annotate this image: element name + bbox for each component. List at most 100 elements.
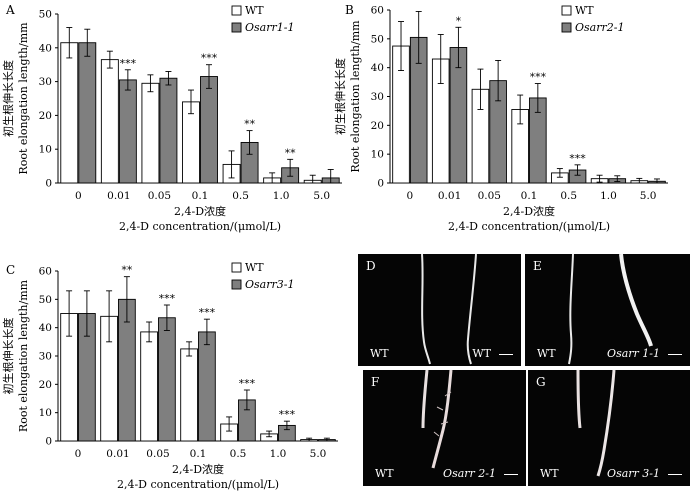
- y-axis-label-en: Root elongation length/mm: [349, 20, 362, 173]
- photo-panel-F: F WT Osarr 2-1: [363, 370, 526, 486]
- bar: [140, 331, 158, 442]
- photo-left-label: WT: [540, 467, 559, 480]
- chart-panel-A: A 0 10 20 30 40 50 0 *** 0.01 0.05 *** 0.1 ** 0.5 ** 1.0…: [1, 3, 342, 233]
- y-tick-label: 0: [377, 178, 384, 190]
- significance-mark: ***: [159, 292, 176, 305]
- root-strand: [421, 370, 429, 429]
- root-strand: [568, 254, 574, 365]
- significance-mark: **: [285, 146, 297, 159]
- significance-mark: ***: [530, 71, 547, 84]
- significance-mark: ***: [279, 408, 296, 421]
- legend-swatch: [561, 5, 572, 16]
- photo-label: D: [366, 259, 376, 273]
- y-tick-label: 30: [371, 91, 384, 103]
- significance-mark: **: [121, 264, 133, 277]
- photo-left-label: WT: [375, 467, 394, 480]
- significance-mark: *: [456, 14, 462, 27]
- bar: [158, 317, 176, 442]
- y-tick-label: 20: [39, 110, 52, 122]
- y-tick-label: 20: [39, 379, 52, 391]
- y-tick-label: 50: [371, 33, 384, 45]
- x-tick-label: 0.05: [146, 448, 169, 460]
- significance-mark: ***: [120, 57, 137, 70]
- scale-bar: [668, 354, 682, 355]
- y-axis-label-zh: 初生根伸长长度: [1, 60, 15, 137]
- bar: [118, 79, 137, 184]
- y-tick-label: 0: [45, 178, 52, 190]
- x-tick-label: 1.0: [273, 190, 290, 202]
- x-tick-label: 0.05: [478, 190, 501, 202]
- x-axis-label-en: 2,4-D concentration/(μmol/L): [117, 478, 279, 491]
- x-axis-label-en: 2,4-D concentration/(μmol/L): [119, 220, 281, 233]
- photo-label: F: [371, 375, 380, 389]
- legend-label: WT: [245, 4, 264, 17]
- panel-label: A: [5, 3, 15, 17]
- x-tick-label: 0.5: [230, 448, 247, 460]
- bar: [200, 76, 218, 184]
- legend-label: WT: [575, 4, 594, 17]
- x-axis-label-zh: 2,4-D浓度: [174, 204, 226, 218]
- root-strand: [421, 254, 431, 365]
- y-tick-label: 50: [39, 9, 52, 21]
- x-axis-label-zh: 2,4-D浓度: [503, 204, 555, 218]
- y-tick-label: 40: [39, 322, 52, 334]
- photo-panel-E: E WT Osarr 1-1: [525, 254, 690, 366]
- legend-swatch: [231, 279, 242, 290]
- photo-right-label: Osarr 2-1: [443, 467, 496, 480]
- x-tick-label: 5.0: [310, 448, 327, 460]
- significance-mark: **: [244, 118, 256, 131]
- x-tick-label: 5.0: [313, 190, 330, 202]
- x-tick-label: 0.1: [192, 190, 209, 202]
- y-tick-label: 30: [39, 76, 52, 88]
- x-tick-label: 0.01: [107, 190, 130, 202]
- x-tick-label: 1.0: [600, 190, 617, 202]
- significance-mark: ***: [239, 377, 256, 390]
- x-tick-label: 5.0: [640, 190, 657, 202]
- y-axis-label-en: Root elongation length/mm: [17, 279, 30, 432]
- y-tick-label: 10: [371, 149, 384, 161]
- root-strand: [431, 370, 453, 469]
- x-tick-label: 0.01: [106, 448, 129, 460]
- photo-panel-D: D WT WT: [358, 254, 521, 366]
- legend-swatch: [231, 262, 242, 273]
- y-tick-label: 60: [39, 266, 52, 278]
- bar: [100, 59, 119, 184]
- bar: [180, 348, 198, 442]
- x-tick-label: 0.5: [560, 190, 577, 202]
- chart-panel-B: B 0 10 20 30 40 50 60 0 * 0.01 0.05 *** 0.1 *** 0.5 1.0 5…: [333, 3, 668, 233]
- y-tick-label: 60: [371, 5, 384, 17]
- scale-bar: [668, 474, 682, 475]
- y-tick-label: 10: [39, 144, 52, 156]
- root-strand: [596, 370, 616, 477]
- y-axis-label-zh: 初生根伸长长度: [333, 58, 347, 135]
- root-drawing-F: [421, 370, 453, 469]
- root-drawing-D: [421, 254, 477, 365]
- x-tick-label: 0.5: [232, 190, 249, 202]
- y-tick-label: 50: [39, 294, 52, 306]
- legend-label: Osarr3-1: [245, 278, 294, 291]
- x-tick-label: 0: [407, 190, 414, 202]
- significance-mark: ***: [201, 52, 218, 65]
- root-drawing-G: [576, 370, 616, 477]
- significance-mark: ***: [569, 152, 586, 165]
- root-strand: [619, 254, 653, 347]
- legend-swatch: [231, 5, 242, 16]
- y-tick-label: 20: [371, 120, 384, 132]
- photo-right-label: Osarr 1-1: [607, 347, 660, 360]
- x-axis-label-zh: 2,4-D浓度: [172, 462, 224, 476]
- legend-swatch: [231, 22, 242, 33]
- bar: [159, 77, 178, 184]
- x-tick-label: 0.1: [190, 448, 207, 460]
- scale-bar: [504, 474, 518, 475]
- x-tick-label: 0: [75, 190, 82, 202]
- photo-left-label: WT: [537, 347, 556, 360]
- photo-right-label: Osarr 3-1: [607, 467, 660, 480]
- significance-mark: ***: [199, 306, 216, 319]
- x-tick-label: 0.05: [148, 190, 171, 202]
- y-tick-label: 30: [39, 351, 52, 363]
- root-strand: [466, 254, 477, 365]
- y-tick-label: 40: [371, 62, 384, 74]
- root-strand: [576, 370, 582, 429]
- x-axis-label-en: 2,4-D concentration/(μmol/L): [448, 220, 610, 233]
- photo-panel-G: G WT Osarr 3-1: [528, 370, 690, 486]
